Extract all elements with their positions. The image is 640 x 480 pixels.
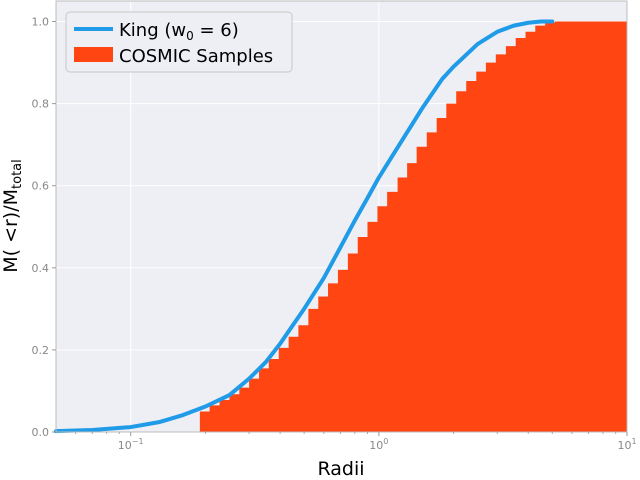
y-tick-label: 1.0: [32, 16, 50, 29]
x-ticks: 10−1 100 101: [75, 432, 637, 452]
legend-cosmic-label: COSMIC Samples: [119, 46, 273, 67]
y-ticks: 0.0 0.2 0.4 0.6 0.8 1.0: [32, 16, 56, 439]
y-tick-label: 0.0: [32, 426, 50, 439]
y-tick-label: 0.8: [32, 98, 50, 111]
x-tick-label-exp: 1: [631, 437, 636, 446]
x-tick-label-base: 10: [369, 439, 383, 452]
x-tick-label-exp: 0: [383, 437, 388, 446]
legend-king-label-sub: 0: [186, 29, 194, 43]
x-tick-label-exp: −1: [132, 437, 144, 446]
x-tick-label: 101: [617, 437, 636, 452]
cosmic-samples-histogram: [199, 21, 627, 433]
y-axis-label-base: M( <r)/M: [0, 189, 22, 273]
x-tick-label-base: 10: [118, 439, 132, 452]
x-tick-label-base: 10: [617, 439, 631, 452]
legend-box: [65, 11, 293, 73]
x-axis-label: Radii: [317, 458, 364, 480]
y-tick-label: 0.6: [32, 180, 50, 193]
cosmic-samples-area: [199, 21, 627, 433]
king-model-curve: [54, 19, 555, 434]
y-tick-label: 0.4: [32, 262, 50, 275]
legend-king-label-post: = 6): [194, 20, 239, 41]
y-tick-label: 0.2: [32, 344, 50, 357]
x-tick-label: 10−1: [118, 437, 144, 452]
x-tick-label: 100: [369, 437, 388, 452]
y-axis-label: M( <r)/Mtotal: [0, 159, 25, 273]
legend-king-label-pre: King (w: [119, 20, 186, 41]
legend-king-label: King (w0 = 6): [119, 20, 239, 43]
king-model-line: [54, 19, 555, 434]
legend-cosmic-swatch: [74, 47, 113, 62]
y-axis-label-sub: total: [10, 159, 25, 189]
legend: King (w0 = 6) COSMIC Samples: [65, 11, 293, 73]
plot-frame: [55, 0, 628, 433]
